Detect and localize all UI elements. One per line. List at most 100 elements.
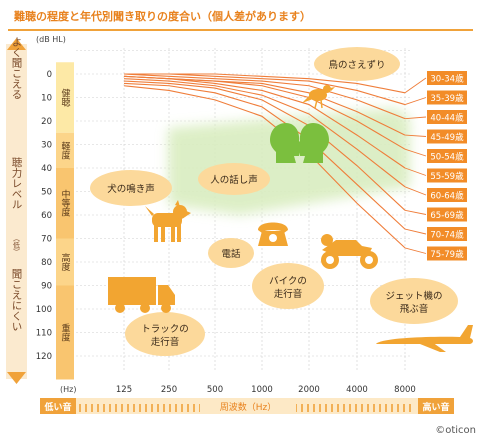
series-line bbox=[123, 82, 406, 230]
x-tick-label: 4000 bbox=[346, 385, 368, 395]
jet-label-2: 飛ぶ音 bbox=[400, 303, 429, 315]
series-line bbox=[123, 75, 406, 169]
age-label: 30-34歳 bbox=[430, 74, 464, 85]
age-connector bbox=[404, 247, 427, 254]
y-tick-label: 30 bbox=[41, 141, 52, 151]
y-tick-label: 40 bbox=[41, 164, 52, 174]
age-connector bbox=[404, 209, 427, 215]
degree-band bbox=[56, 62, 74, 133]
series-lines bbox=[123, 73, 406, 249]
age-label: 70-74歳 bbox=[430, 230, 464, 241]
y-tick-label: 10 bbox=[41, 94, 52, 104]
y-tick-label: 60 bbox=[41, 211, 52, 221]
title-bar: 難聴の程度と年代別聞き取りの度合い（個人差があります） bbox=[8, 7, 473, 31]
x-tick-label: 125 bbox=[116, 385, 132, 395]
speech-label: 人の話し声 bbox=[210, 174, 258, 186]
degree-band bbox=[56, 238, 74, 286]
y-tick-label: 70 bbox=[41, 235, 52, 245]
phone-icon bbox=[258, 222, 288, 246]
frequency-center-bg bbox=[200, 398, 296, 414]
degree-band-label: 重度 bbox=[60, 322, 71, 342]
dog-label: 犬の鳴き声 bbox=[107, 183, 155, 195]
age-label: 45-49歳 bbox=[430, 132, 464, 143]
y-tick-label: 0 bbox=[47, 70, 52, 80]
y-tick-label: 110 bbox=[36, 329, 52, 339]
x-tick-label: 500 bbox=[207, 385, 223, 395]
age-label: 60-64歳 bbox=[430, 191, 464, 202]
motorcycle-icon bbox=[321, 234, 378, 269]
low-tone-box bbox=[40, 398, 76, 414]
age-connector bbox=[404, 167, 427, 176]
x-tick-label: 2000 bbox=[298, 385, 320, 395]
age-label-box bbox=[427, 71, 467, 85]
phone-bubble bbox=[208, 238, 254, 268]
age-label-box bbox=[427, 129, 467, 144]
age-label-box bbox=[427, 188, 467, 202]
jet-label-1: ジェット機の bbox=[385, 290, 442, 302]
age-label: 75-79歳 bbox=[430, 249, 464, 260]
bird-icon bbox=[302, 85, 335, 109]
jet-icon bbox=[376, 325, 473, 352]
y-tick-label: 100 bbox=[36, 305, 52, 315]
arrow-down-icon bbox=[7, 372, 26, 384]
series-line bbox=[123, 78, 406, 188]
x-unit-label: (Hz) bbox=[60, 385, 76, 394]
age-connector bbox=[404, 134, 427, 137]
degree-band-label: 中等度 bbox=[60, 189, 71, 218]
y-tick-label: 120 bbox=[36, 352, 52, 362]
age-label: 65-69歳 bbox=[430, 210, 464, 221]
age-label-box bbox=[427, 110, 467, 124]
age-label-box bbox=[427, 227, 467, 241]
phone-label: 電話 bbox=[221, 248, 241, 260]
age-label: 50-54歳 bbox=[430, 152, 464, 163]
x-tick-label: 250 bbox=[161, 385, 177, 395]
axis-hard-label: 聞こえにくい bbox=[11, 269, 23, 332]
truck-icon bbox=[108, 277, 175, 313]
age-connector bbox=[404, 148, 427, 157]
bike-label-1: バイクの bbox=[269, 276, 307, 287]
degree-band-label: 健聴 bbox=[60, 87, 71, 107]
axis-level-paren: （低） bbox=[13, 235, 21, 256]
degree-band bbox=[56, 168, 74, 239]
age-labels: 30-34歳 35-39歳 40-44歳 45-49歳 50-54歳 55-59歳 60-6… bbox=[404, 71, 467, 261]
low-tone-label: 低い音 bbox=[43, 401, 71, 413]
age-label-box bbox=[427, 149, 467, 163]
chart-title: 難聴の程度と年代別聞き取りの度合い（個人差があります） bbox=[14, 10, 311, 23]
axis-easy-label: よく聞こえる bbox=[11, 37, 23, 100]
truck-label-2: 走行音 bbox=[151, 336, 180, 348]
y-tick-label: 90 bbox=[41, 282, 52, 292]
x-tick-labels: 125 250 500 1000 2000 4000 8000 bbox=[116, 385, 416, 395]
age-label: 40-44歳 bbox=[430, 113, 464, 124]
age-connector bbox=[404, 97, 427, 105]
y-tick-label: 50 bbox=[41, 188, 52, 198]
degree-band-label: 高度 bbox=[60, 252, 71, 272]
age-connector bbox=[404, 228, 427, 235]
age-connector bbox=[404, 116, 427, 120]
y-tick-label: 20 bbox=[41, 117, 52, 127]
y-unit-label: (dB HL) bbox=[36, 35, 66, 44]
series-line bbox=[123, 73, 406, 120]
birds-bubble bbox=[314, 47, 400, 81]
age-label-box bbox=[427, 90, 467, 105]
x-tick-label: 1000 bbox=[251, 385, 273, 395]
age-label: 55-59歳 bbox=[430, 171, 464, 182]
speech-bubble bbox=[198, 163, 270, 195]
axis-level-label: 聴力レベル bbox=[11, 157, 23, 210]
y-tick-label: 80 bbox=[41, 258, 52, 268]
y-tick-labels: 0 10 20 30 40 50 60 70 80 90 100 110 120 bbox=[36, 70, 52, 362]
age-label-box bbox=[427, 207, 467, 222]
birds-label: 鳥のさえずり bbox=[328, 59, 385, 71]
high-tone-box bbox=[418, 398, 454, 414]
talking-heads-icon bbox=[270, 123, 329, 163]
age-label-box bbox=[427, 246, 467, 261]
series-line bbox=[124, 73, 406, 106]
left-axis-bg bbox=[6, 44, 27, 379]
age-connector bbox=[404, 186, 427, 196]
high-tone-label: 高い音 bbox=[422, 401, 449, 413]
age-label-box bbox=[427, 168, 467, 183]
degree-band bbox=[56, 285, 74, 380]
series-line bbox=[123, 85, 406, 249]
